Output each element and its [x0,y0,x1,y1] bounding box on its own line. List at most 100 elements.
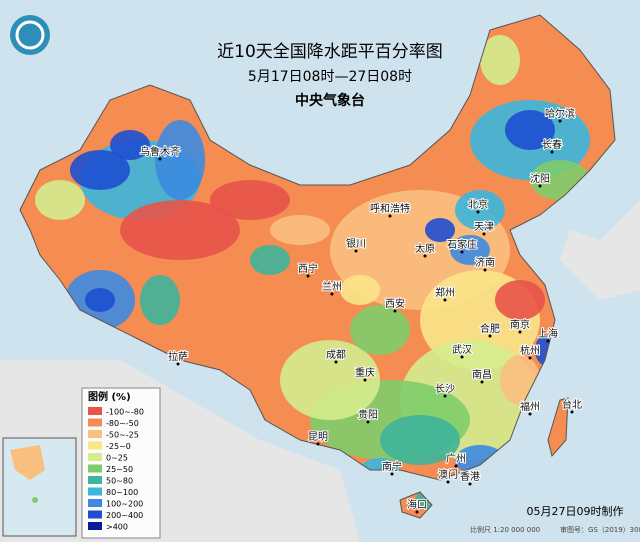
city-label: 长沙 [435,383,455,395]
rain-area [450,235,490,265]
city-dot [483,268,487,272]
rain-area [455,190,505,230]
city-label: 澳门 [438,468,458,481]
city-dot [528,356,532,360]
approval: 审图号：GS（2019）3082号 [560,525,640,534]
city-dot [550,150,554,154]
city-dot [415,510,419,514]
rain-area [425,218,455,242]
legend-swatch [88,453,102,461]
city-dot [423,254,427,258]
city-label: 哈尔滨 [545,107,575,120]
logo [10,15,50,55]
city-dot [480,380,484,384]
city-dot [363,378,367,382]
rain-area [270,215,330,245]
city-label: 南昌 [472,368,492,381]
legend-label: 0~25 [106,454,128,463]
city-label: 石家庄 [447,238,477,251]
city-dot [176,362,180,366]
legend-label: -80~-50 [106,419,139,428]
legend-label: 100~200 [106,500,143,509]
city-label: 成都 [326,349,346,361]
city-label: 南京 [510,318,530,331]
legend-label: 25~50 [106,465,133,474]
city-label: 沈阳 [530,172,550,185]
city-label: 贵阳 [358,408,378,421]
city-label: 昆明 [308,431,328,443]
city-dot [443,394,447,398]
city-dot [460,250,464,254]
city-label: 乌鲁木齐 [140,145,180,158]
scale: 比例尺 1:20 000 000 [470,525,540,534]
city-dot [393,309,397,313]
rain-area [110,130,150,160]
city-label: 西安 [385,297,405,310]
city-dot [334,360,338,364]
city-label: 武汉 [452,343,472,356]
legend-swatch [88,441,102,450]
legend-label: -100~-80 [106,408,144,417]
subtitle: 5月17日08时—27日08时 [248,69,412,85]
city-dot [306,274,310,278]
rain-area [250,245,290,275]
city-label: 郑州 [435,286,455,299]
city-label: 上海 [538,327,558,340]
city-dot [482,232,486,236]
city-dot [528,412,532,416]
city-label: 长春 [542,139,562,151]
city-label: 兰州 [322,280,342,293]
city-label: 天津 [474,221,494,233]
city-label: 海口 [407,498,427,511]
rain-area [350,305,410,355]
rain-area [340,275,380,305]
legend-swatch [88,407,102,415]
legend-swatch [88,487,102,496]
legend-label: 80~100 [106,488,138,497]
city-dot [330,292,334,296]
rain-area [480,35,520,85]
issuer: 中央气象台 [295,92,365,109]
city-dot [446,480,450,484]
legend-swatch [88,476,102,484]
city-dot [354,249,358,253]
legend-label: -25~0 [106,442,131,451]
title: 近10天全国降水距平百分率图 [217,42,443,62]
legend-label: 200~400 [106,511,143,520]
city-label: 杭州 [520,344,540,357]
city-dot [518,330,522,334]
legend-swatch [88,430,102,438]
made-time: 05月27日09时制作 [527,505,624,518]
city-label: 台北 [562,398,582,411]
city-label: 重庆 [355,366,375,379]
city-dot [388,214,392,218]
rain-area [70,150,130,190]
rain-area [505,110,555,150]
rain-area [495,280,545,320]
city-dot [488,334,492,338]
city-label: 广州 [446,453,466,465]
city-label: 香港 [460,471,480,483]
legend-swatch [88,499,102,507]
rain-area [120,200,240,260]
rain-area [280,340,380,420]
city-dot [390,472,394,476]
city-dot [546,339,550,343]
legend-label: 50~80 [106,477,133,486]
city-label: 银川 [346,237,366,250]
city-dot [158,157,162,161]
city-label: 合肥 [480,322,500,335]
city-label: 拉萨 [168,350,188,363]
rain-area [210,180,290,220]
city-dot [468,482,472,486]
city-label: 南宁 [382,460,402,473]
legend-swatch [88,510,102,519]
city-dot [558,119,562,123]
city-label: 北京 [468,198,488,211]
city-dot [454,464,458,468]
city-label: 太原 [415,242,435,255]
legend-label: -50~-25 [106,431,139,440]
city-label: 西宁 [298,262,318,275]
legend-swatch [88,522,102,530]
